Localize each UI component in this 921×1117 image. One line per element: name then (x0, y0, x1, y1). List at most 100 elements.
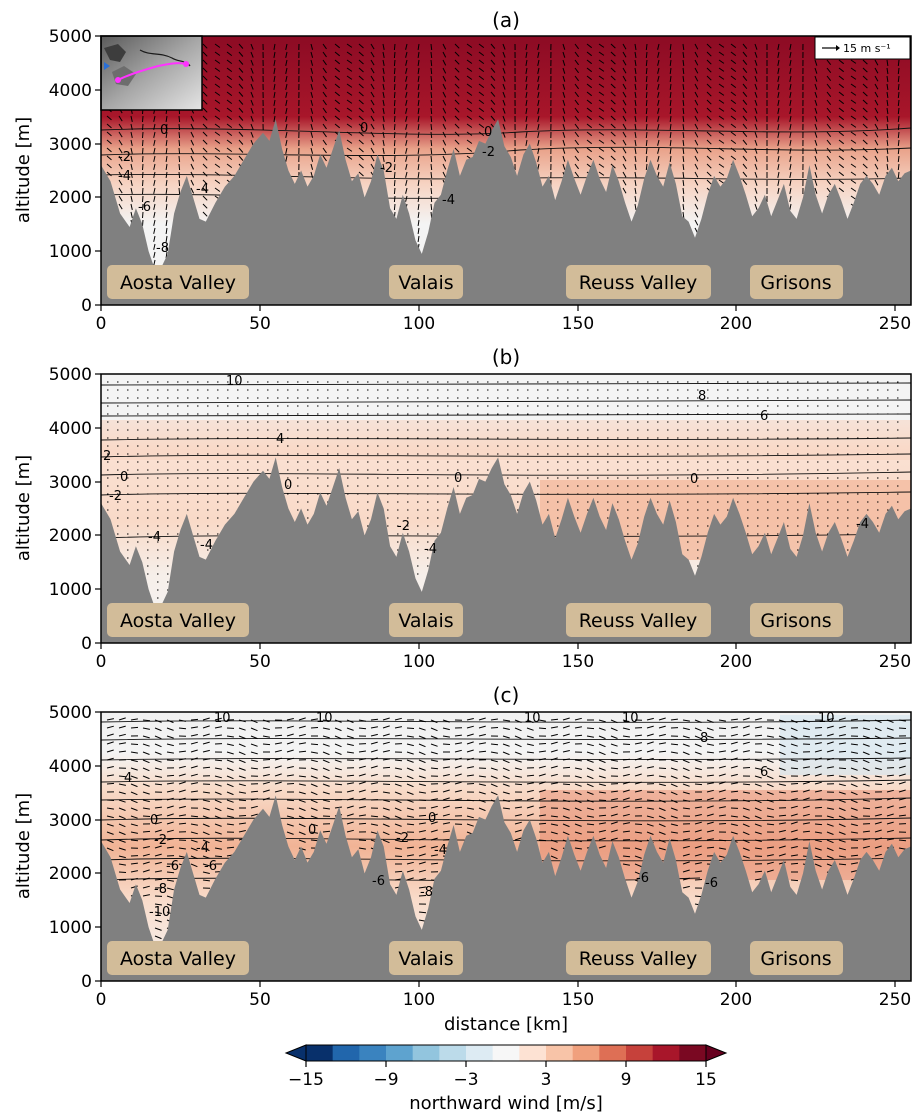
wind-vector (154, 806, 162, 809)
wind-vector (130, 759, 138, 763)
wind-vector (610, 829, 618, 833)
wind-vector (202, 815, 210, 819)
wind-vector (310, 67, 314, 74)
wind-vector (538, 822, 547, 825)
wind-vector (814, 147, 818, 154)
wind-vector (430, 123, 433, 131)
wind-vector (850, 759, 858, 763)
wind-vector (118, 815, 126, 820)
wind-vector (610, 735, 618, 739)
wind-vector (682, 853, 690, 857)
wind-vector (658, 791, 666, 795)
wind-vector (574, 139, 579, 146)
wind-vector (262, 727, 270, 731)
wind-vector (862, 838, 870, 841)
wind-vector (634, 139, 637, 146)
wind-vector (418, 853, 426, 857)
wind-vector (658, 807, 666, 812)
wind-vector (670, 815, 678, 819)
wind-vector (850, 131, 857, 136)
wind-vector (514, 775, 522, 778)
wind-vector (694, 211, 699, 218)
wind-vector (178, 147, 181, 155)
wind-vector (454, 83, 460, 89)
wind-vector (730, 815, 738, 818)
wind-vector (586, 815, 594, 818)
wind-vector (874, 821, 882, 825)
wind-vector (190, 718, 199, 721)
wind-vector (826, 123, 832, 130)
wind-vector (682, 751, 690, 756)
wind-vector (754, 839, 762, 842)
wind-vector (718, 107, 725, 112)
wind-vector (142, 783, 150, 787)
wind-vector (777, 163, 780, 170)
wind-vector (262, 774, 270, 777)
wind-vector (622, 743, 631, 745)
wind-vector (298, 847, 306, 851)
wind-vector (634, 773, 642, 777)
wind-vector (538, 773, 546, 777)
wind-vector (298, 807, 306, 812)
wind-vector (153, 227, 156, 234)
wind-vector (742, 799, 750, 803)
wind-vector (250, 99, 254, 106)
wind-vector (238, 743, 246, 748)
wind-vector (214, 131, 221, 136)
wind-vector (262, 735, 270, 738)
wind-vector (622, 115, 627, 122)
wind-vector (406, 799, 414, 803)
wind-vector (466, 741, 474, 745)
wind-vector (346, 139, 353, 144)
wind-vector (718, 99, 725, 104)
wind-vector (862, 759, 870, 764)
wind-vector (586, 155, 593, 161)
wind-vector (370, 782, 378, 785)
wind-vector (226, 91, 233, 96)
wind-vector (106, 749, 114, 753)
contour-label: -2 (397, 519, 410, 534)
wind-vector (694, 131, 699, 138)
wind-vector (214, 726, 222, 729)
wind-vector (142, 885, 150, 889)
wind-vector (250, 751, 258, 755)
wind-vector (610, 67, 616, 73)
wind-vector (718, 163, 725, 168)
wind-vector (670, 839, 679, 842)
wind-vector (718, 847, 726, 850)
wind-vector (238, 815, 247, 817)
wind-vector (598, 829, 606, 833)
wind-vector (418, 845, 426, 849)
wind-vector (238, 822, 246, 825)
wind-vector (502, 807, 510, 810)
wind-vector (777, 83, 780, 90)
wind-vector (526, 789, 534, 793)
wind-vector (417, 67, 420, 74)
wind-vector (874, 735, 882, 740)
wind-vector (214, 855, 223, 858)
wind-vector (298, 733, 306, 737)
wind-vector (346, 727, 354, 731)
wind-vector (394, 775, 402, 779)
wind-vector (454, 91, 460, 97)
wind-vector (862, 799, 870, 802)
wind-vector (789, 163, 792, 170)
wind-vector (106, 155, 112, 161)
wind-vector (838, 734, 846, 737)
wind-vector (118, 847, 126, 851)
wind-vector (382, 83, 385, 90)
wind-vector (202, 83, 208, 89)
wind-vector (478, 807, 486, 812)
wind-vector (417, 123, 420, 130)
wind-vector (178, 131, 181, 139)
wind-vector (430, 171, 433, 179)
wind-vector (165, 171, 168, 178)
y-tick-label: 2000 (49, 526, 92, 546)
wind-vector (153, 147, 156, 154)
wind-vector (694, 99, 699, 106)
wind-vector (562, 823, 570, 828)
wind-vector (718, 797, 726, 801)
wind-vector (862, 791, 870, 795)
wind-vector (153, 163, 156, 170)
wind-vector (826, 855, 834, 860)
